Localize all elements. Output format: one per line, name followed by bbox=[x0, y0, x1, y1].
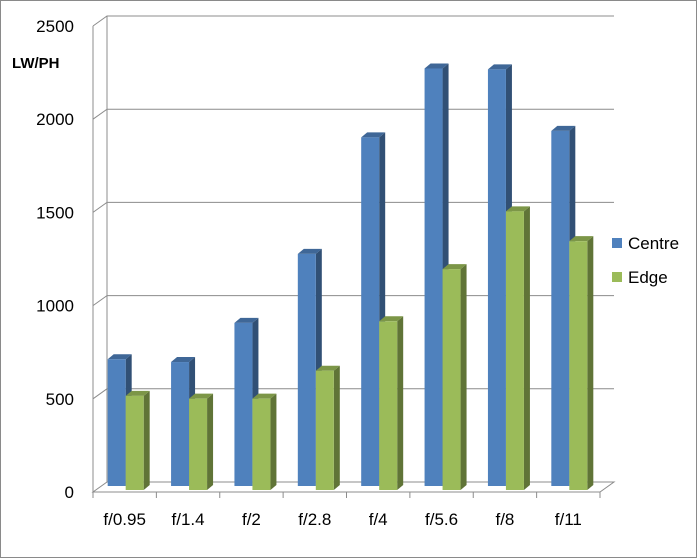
floor bbox=[91, 481, 616, 493]
bar-side bbox=[397, 316, 404, 490]
y-tick-label: 0 bbox=[65, 483, 74, 502]
bar-edge-f11 bbox=[569, 236, 594, 490]
bar-front bbox=[107, 359, 126, 486]
y-axis-label: LW/PH bbox=[12, 55, 60, 72]
bar-side bbox=[523, 206, 530, 490]
x-tick-label: f/4 bbox=[369, 510, 388, 529]
chart-walls bbox=[91, 16, 616, 493]
bar-top bbox=[125, 390, 150, 396]
bar-side bbox=[333, 365, 340, 490]
x-tick-label: f/1.4 bbox=[172, 510, 205, 529]
bar-top bbox=[315, 365, 340, 371]
bar-top bbox=[569, 236, 594, 242]
bar-front bbox=[125, 395, 144, 490]
x-tick-label: f/8 bbox=[495, 510, 514, 529]
bar-top bbox=[189, 393, 214, 399]
y-tick-labels: 0 500 1000 1500 2000 2500 bbox=[36, 17, 74, 502]
bar-front bbox=[297, 253, 316, 486]
bar-front bbox=[379, 321, 398, 490]
y-tick-label: 1500 bbox=[36, 203, 74, 222]
bar-edge-f14 bbox=[189, 393, 214, 490]
x-tick-label: f/11 bbox=[555, 510, 582, 529]
bar-front bbox=[171, 362, 190, 486]
bar-front bbox=[487, 69, 506, 486]
bar-front bbox=[505, 211, 524, 490]
bar-top bbox=[361, 132, 386, 138]
bar-side bbox=[460, 264, 467, 490]
x-tick-label: f/2.8 bbox=[298, 510, 331, 529]
legend: Centre Edge bbox=[612, 234, 679, 287]
bar-front bbox=[569, 241, 588, 490]
bar-top bbox=[252, 393, 277, 399]
bars bbox=[107, 63, 594, 490]
bar-top bbox=[424, 63, 449, 69]
bar-top bbox=[487, 64, 512, 70]
bar-top bbox=[171, 357, 196, 363]
bar-front bbox=[315, 370, 334, 490]
bar-side bbox=[270, 393, 277, 490]
legend-swatch-edge bbox=[612, 272, 622, 282]
bar-side bbox=[207, 393, 214, 490]
bar-top bbox=[234, 317, 259, 323]
bar-top bbox=[551, 125, 576, 131]
gridline bbox=[92, 295, 614, 307]
bar-top bbox=[379, 316, 404, 322]
y-tick-label: 500 bbox=[46, 390, 74, 409]
y-tick-label: 2000 bbox=[36, 110, 74, 129]
bar-top bbox=[442, 264, 467, 270]
y-tick-label: 1000 bbox=[36, 297, 74, 316]
bar-edge-f2 bbox=[252, 393, 277, 490]
bar-front bbox=[551, 130, 570, 486]
x-tick-label: f/0.95 bbox=[103, 510, 146, 529]
legend-label-edge: Edge bbox=[628, 268, 668, 287]
gridline bbox=[92, 108, 614, 120]
y-tick-label: 2500 bbox=[36, 17, 74, 36]
legend-swatch-centre bbox=[612, 238, 622, 248]
bar-front bbox=[361, 137, 380, 486]
bar-front bbox=[442, 269, 461, 490]
axes bbox=[92, 492, 601, 498]
bar-front bbox=[234, 322, 253, 486]
bar-front bbox=[189, 398, 208, 490]
bar-edge-f28 bbox=[315, 365, 340, 490]
bar-front bbox=[424, 68, 443, 487]
bar-edge-f8 bbox=[505, 206, 530, 490]
bar-edge-f56 bbox=[442, 264, 467, 490]
bar-top bbox=[107, 354, 132, 360]
x-tick-label: f/5.6 bbox=[425, 510, 458, 529]
gridlines bbox=[92, 15, 614, 400]
bar-side bbox=[143, 390, 150, 490]
bar-front bbox=[252, 398, 271, 490]
x-tick-label: f/2 bbox=[242, 510, 261, 529]
bar-side bbox=[587, 236, 594, 490]
bar-top bbox=[505, 206, 530, 212]
legend-label-centre: Centre bbox=[628, 234, 679, 253]
gridline bbox=[92, 15, 614, 27]
bar-top bbox=[297, 248, 322, 254]
bar-edge-f4 bbox=[379, 316, 404, 490]
x-tick-labels: f/0.95 f/1.4 f/2 f/2.8 f/4 f/5.6 f/8 f/11 bbox=[103, 510, 581, 529]
gridline bbox=[92, 201, 614, 213]
bar-edge-f095 bbox=[125, 390, 150, 490]
